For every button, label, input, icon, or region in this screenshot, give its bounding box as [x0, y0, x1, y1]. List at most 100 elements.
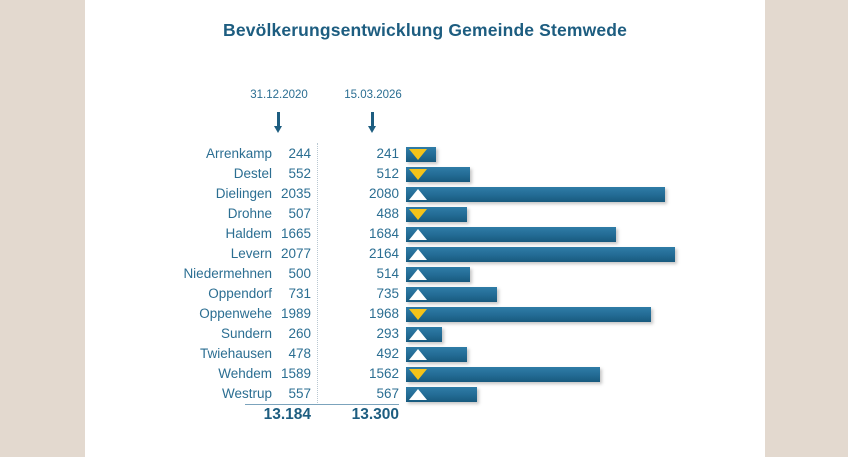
bar	[406, 387, 477, 402]
row-label: Oppenwehe	[199, 306, 272, 321]
data-table: Arrenkamp 244 241 Destel 552 512 Dielingen 2035…	[85, 145, 765, 405]
row-value-date-1: 2077	[280, 246, 311, 261]
bar-track	[406, 227, 616, 242]
bar-track	[406, 287, 498, 302]
row-value-date-2: 2164	[368, 246, 399, 261]
bar-track	[406, 347, 468, 362]
row-label: Haldem	[225, 226, 272, 241]
trend-down-icon	[409, 209, 427, 220]
row-value-date-2: 1684	[368, 226, 399, 241]
row-label: Dielingen	[215, 186, 272, 201]
trend-up-icon	[409, 269, 427, 280]
row-label: Wehdem	[218, 366, 272, 381]
table-row: Oppendorf 731 735	[85, 285, 765, 305]
table-row: Arrenkamp 244 241	[85, 145, 765, 165]
table-row: Wehdem 1589 1562	[85, 365, 765, 385]
bar-track	[406, 147, 436, 162]
row-value-date-2: 1562	[368, 366, 399, 381]
row-value-date-2: 241	[376, 146, 399, 161]
bar-track	[406, 207, 467, 222]
row-label: Destel	[233, 166, 272, 181]
row-value-date-1: 1665	[280, 226, 311, 241]
trend-up-icon	[409, 229, 427, 240]
row-value-date-1: 500	[288, 266, 311, 281]
slide-content: Bevölkerungsentwicklung Gemeinde Stemwed…	[85, 0, 765, 457]
page-title: Bevölkerungsentwicklung Gemeinde Stemwed…	[223, 20, 627, 40]
row-label: Oppendorf	[208, 286, 272, 301]
row-value-date-2: 492	[376, 346, 399, 361]
row-label: Levern	[230, 246, 272, 261]
table-row: Drohne 507 488	[85, 205, 765, 225]
table-row: Niedermehnen 500 514	[85, 265, 765, 285]
row-value-date-1: 507	[288, 206, 311, 221]
table-row: Twiehausen 478 492	[85, 345, 765, 365]
row-value-date-2: 1968	[368, 306, 399, 321]
column-header-date-2: 15.03.2026	[344, 89, 402, 101]
trend-down-icon	[409, 369, 427, 380]
bar	[406, 227, 616, 242]
bar-track	[406, 167, 470, 182]
row-value-date-1: 1589	[280, 366, 311, 381]
table-row: Haldem 1665 1684	[85, 225, 765, 245]
left-margin-band	[0, 0, 85, 457]
bar-track	[406, 367, 601, 382]
bar-track	[406, 247, 676, 262]
bar	[406, 327, 443, 342]
bar-track	[406, 307, 651, 322]
totals-separator	[245, 404, 399, 405]
total-value-date-1: 13.184	[263, 406, 311, 423]
row-value-date-2: 567	[376, 386, 399, 401]
bar	[406, 167, 470, 182]
down-arrow-icon-date-2	[367, 112, 379, 134]
row-value-date-1: 1989	[280, 306, 311, 321]
total-value-date-2: 13.300	[351, 406, 399, 423]
bar-track	[406, 267, 470, 282]
column-divider	[317, 143, 318, 405]
row-value-date-2: 293	[376, 326, 399, 341]
row-value-date-1: 552	[288, 166, 311, 181]
bar	[406, 347, 468, 362]
row-label: Niedermehnen	[183, 266, 272, 281]
bar	[406, 307, 651, 322]
row-label: Twiehausen	[199, 346, 272, 361]
trend-up-icon	[409, 189, 427, 200]
bar	[406, 267, 470, 282]
bar	[406, 367, 601, 382]
bar	[406, 147, 436, 162]
trend-up-icon	[409, 349, 427, 360]
table-row: Dielingen 2035 2080	[85, 185, 765, 205]
row-value-date-2: 2080	[368, 186, 399, 201]
bar	[406, 287, 498, 302]
trend-down-icon	[409, 309, 427, 320]
trend-up-icon	[409, 249, 427, 260]
table-row: Destel 552 512	[85, 165, 765, 185]
row-value-date-2: 488	[376, 206, 399, 221]
right-margin-band	[765, 0, 848, 457]
bar-track	[406, 187, 665, 202]
row-value-date-1: 244	[288, 146, 311, 161]
column-header-date-1: 31.12.2020	[250, 89, 308, 101]
row-label: Westrup	[221, 386, 272, 401]
row-value-date-2: 735	[376, 286, 399, 301]
bar	[406, 247, 676, 262]
row-label: Drohne	[227, 206, 272, 221]
row-value-date-1: 2035	[280, 186, 311, 201]
trend-up-icon	[409, 289, 427, 300]
down-arrow-icon-date-1	[273, 112, 285, 134]
table-row: Sundern 260 293	[85, 325, 765, 345]
table-row: Oppenwehe 1989 1968	[85, 305, 765, 325]
row-value-date-1: 478	[288, 346, 311, 361]
bar	[406, 187, 665, 202]
row-value-date-2: 512	[376, 166, 399, 181]
table-row: Westrup 557 567	[85, 385, 765, 405]
trend-up-icon	[409, 389, 427, 400]
row-value-date-1: 731	[288, 286, 311, 301]
row-label: Sundern	[220, 326, 272, 341]
bar-track	[406, 387, 477, 402]
row-value-date-1: 260	[288, 326, 311, 341]
trend-down-icon	[409, 149, 427, 160]
table-row: Levern 2077 2164	[85, 245, 765, 265]
row-label: Arrenkamp	[205, 146, 272, 161]
row-value-date-1: 557	[288, 386, 311, 401]
